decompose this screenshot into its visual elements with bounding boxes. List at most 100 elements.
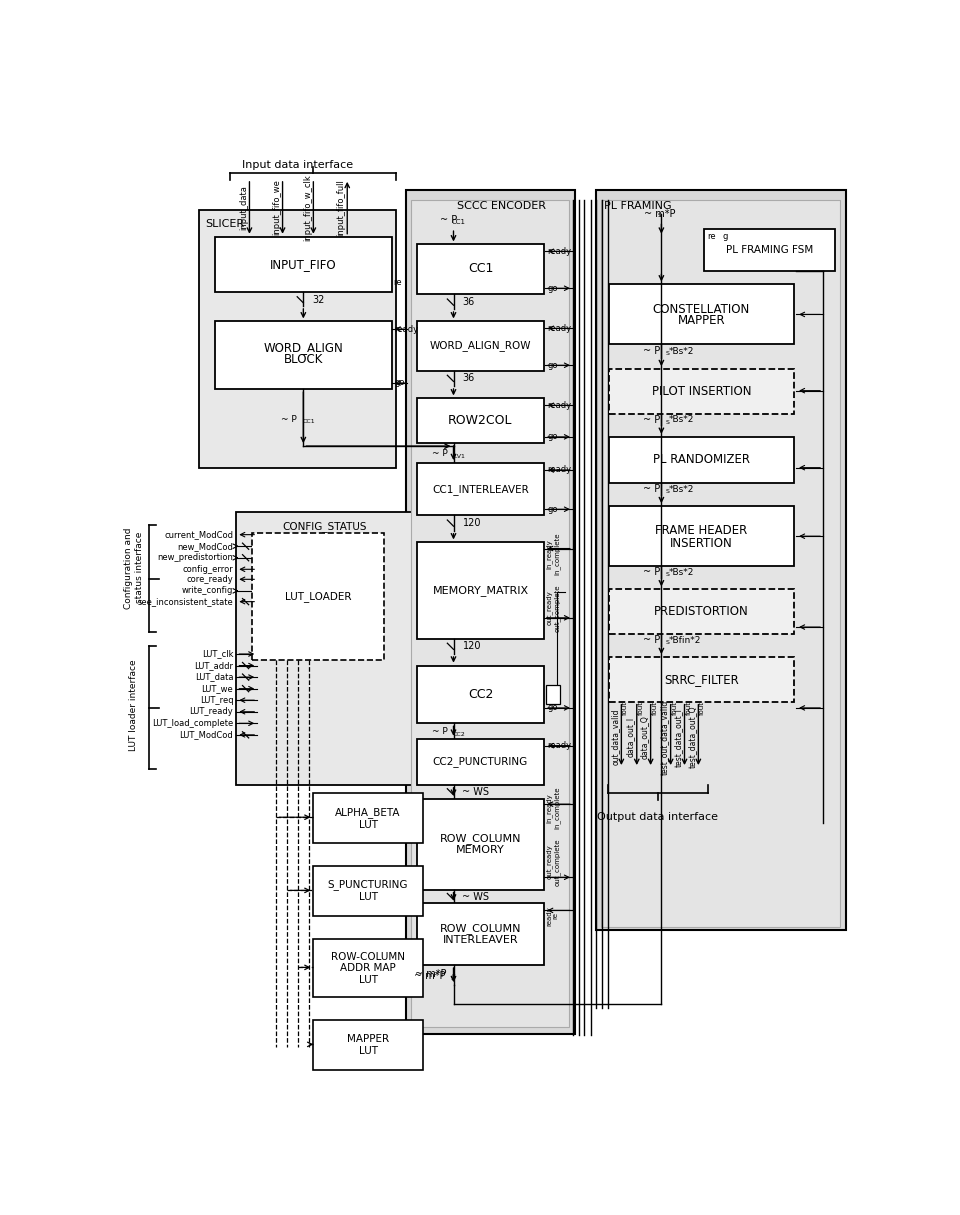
Text: PREDISTORTION: PREDISTORTION [654,605,749,618]
Text: PL FRAMING: PL FRAMING [604,202,671,211]
Text: current_ModCod: current_ModCod [164,530,233,539]
Text: ~ m*P: ~ m*P [415,970,446,979]
Bar [601,199,840,927]
Text: 120: 120 [463,518,481,529]
Text: LUT_ready: LUT_ready [189,707,233,717]
Text: LUT: LUT [358,1046,377,1056]
Text: out_complete: out_complete [554,838,561,886]
Bar [200,210,396,468]
Bar [215,237,392,292]
Text: S: S [665,640,669,645]
Bar [609,589,794,634]
Bar [609,507,794,566]
Text: fout: fout [637,701,643,714]
Bar [313,939,422,996]
Text: *Bs*2: *Bs*2 [668,567,694,577]
Bar [546,685,560,703]
Bar [418,666,544,723]
Bar [406,191,575,1034]
Bar [609,657,794,702]
Text: S_PUNCTURING: S_PUNCTURING [327,880,408,891]
Text: S: S [665,351,669,356]
Text: LUT_data: LUT_data [195,673,233,682]
Text: data_out_Q: data_out_Q [640,716,649,759]
Text: LUT: LUT [358,892,377,902]
Text: MEMORY: MEMORY [456,846,505,855]
Text: ~ P: ~ P [642,635,660,645]
Text: ~ WS: ~ WS [462,892,489,902]
Text: test_data_out_I: test_data_out_I [674,707,683,767]
Text: S: S [658,214,661,219]
Text: go: go [547,504,558,514]
Text: input_fifo_w_clk: input_fifo_w_clk [302,174,312,241]
Text: MAPPER: MAPPER [347,1034,389,1044]
Text: ready: ready [395,324,419,334]
Bar [215,321,392,389]
Bar [609,437,794,484]
Text: *Bs*2: *Bs*2 [668,347,694,356]
Text: *Bs*2: *Bs*2 [668,416,694,424]
Text: test_out_data_valid: test_out_data_valid [660,700,669,775]
Bar [609,369,794,414]
Text: S: S [452,974,456,979]
Text: ~ P: ~ P [281,414,298,424]
Text: ready: ready [547,247,571,256]
Text: S: S [665,572,669,577]
Text: out_data_valid: out_data_valid [611,708,620,765]
Text: g: g [722,232,728,241]
Text: ready: ready [547,741,571,750]
Bar [418,542,544,639]
Text: SCCC ENCODER: SCCC ENCODER [457,202,546,211]
Text: write_config: write_config [181,587,233,595]
Text: re: re [394,277,402,287]
Text: Configuration and
status interface: Configuration and status interface [124,527,144,609]
Bar [411,199,569,1028]
Text: fout: fout [685,701,691,714]
Text: *Bs*2: *Bs*2 [668,485,694,493]
Bar [418,244,544,294]
Text: ADDR MAP: ADDR MAP [340,963,396,973]
Text: config_error: config_error [182,565,233,573]
Text: out_ready: out_ready [546,590,553,626]
Text: S: S [665,419,669,425]
Text: INSERTION: INSERTION [670,537,732,549]
Text: INPUT_FIFO: INPUT_FIFO [270,258,337,271]
Text: LUT: LUT [358,974,377,984]
Text: re: re [708,232,716,241]
Text: go: go [547,284,558,293]
Text: MEMORY_MATRIX: MEMORY_MATRIX [432,584,529,595]
Text: input_fifo_full: input_fifo_full [337,179,346,236]
Text: ~ WS: ~ WS [462,787,489,797]
Text: ROW_COLUMN: ROW_COLUMN [440,923,521,934]
Text: new_ModCod: new_ModCod [178,542,233,550]
Text: ~ m*P: ~ m*P [644,209,676,219]
Text: LUT_LOADER: LUT_LOADER [285,590,351,601]
Text: CC2: CC2 [468,688,493,701]
Text: Output data interface: Output data interface [597,812,718,821]
Text: new_predistortion: new_predistortion [157,553,233,563]
Text: WORD_ALIGN: WORD_ALIGN [263,341,344,354]
Bar [418,463,544,515]
Text: CC1: CC1 [302,419,315,424]
Text: ~ P: ~ P [432,450,447,458]
Text: LUT_req: LUT_req [200,696,233,705]
Text: input_data: input_data [239,185,248,230]
Bar [418,904,544,965]
Bar [313,866,422,916]
Text: CC2: CC2 [453,731,466,736]
Text: S: S [450,976,454,981]
Text: ILV1: ILV1 [453,453,466,458]
Text: 36: 36 [463,373,475,384]
Text: in_ready: in_ready [546,793,553,823]
Text: MAPPER: MAPPER [678,315,725,327]
Text: PL RANDOMIZER: PL RANDOMIZER [653,453,750,467]
Text: ~ P: ~ P [642,414,660,425]
Text: SLICER: SLICER [205,219,245,228]
Text: ~ P: ~ P [642,485,660,495]
Text: *Bfin*2: *Bfin*2 [668,635,701,645]
Text: LUT loader interface: LUT loader interface [130,659,138,751]
Text: SRRC_FILTER: SRRC_FILTER [664,673,739,686]
Text: CONSTELLATION: CONSTELLATION [653,303,750,316]
Text: CONFIG_STATUS: CONFIG_STATUS [282,521,367,532]
Text: ROW2COL: ROW2COL [448,414,513,428]
